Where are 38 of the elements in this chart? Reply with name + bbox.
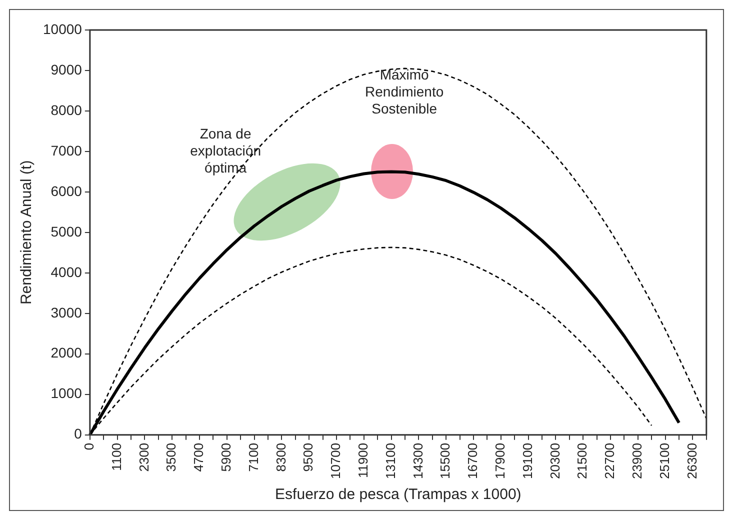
y-axis-title: Rendimiento Anual (t) (18, 160, 36, 305)
x-tick-label: 2300 (136, 442, 152, 472)
x-axis-title: Esfuerzo de pesca (Trampas x 1000) (275, 486, 522, 504)
x-tick-label: 10700 (328, 442, 344, 480)
y-tick-label: 9000 (50, 61, 82, 78)
x-tick-label: 4700 (191, 442, 206, 472)
y-tick-label: 8000 (50, 102, 82, 118)
y-tick-label: 4000 (50, 264, 82, 280)
x-tick-label: 0 (82, 442, 97, 450)
x-tick-label: 16700 (465, 442, 480, 480)
x-tick-label: 26300 (684, 442, 700, 480)
x-tick-label: 3500 (164, 442, 179, 472)
x-tick-label: 11900 (355, 442, 370, 478)
annotation: Zona de explotación óptima (190, 125, 261, 176)
y-tick-label: 0 (74, 426, 82, 442)
x-tick-label: 8300 (273, 442, 288, 472)
x-tick-label: 23900 (629, 442, 644, 480)
x-tick-label: 1100 (108, 442, 124, 471)
x-tick-label: 17900 (492, 442, 508, 480)
x-tick-label: 15500 (438, 442, 453, 480)
y-tick-label: 10000 (42, 20, 82, 37)
y-tick-label: 6000 (50, 182, 82, 199)
x-tick-label: 20300 (547, 442, 562, 480)
x-tick-label: 9500 (300, 442, 316, 472)
x-tick-label: 21500 (574, 442, 590, 480)
x-tick-label: 25100 (656, 442, 672, 480)
annotation: Máximo Rendimiento Sostenible (365, 66, 444, 117)
y-tick-label: 3000 (50, 304, 82, 320)
x-tick-label: 22700 (602, 442, 618, 480)
y-tick-label: 1000 (50, 385, 82, 402)
x-tick-label: 5900 (218, 442, 234, 472)
x-tick-label: 13100 (382, 442, 398, 480)
y-tick-label: 5000 (50, 223, 82, 240)
x-tick-label: 7100 (246, 442, 261, 472)
x-tick-label: 19100 (520, 442, 535, 480)
y-tick-label: 7000 (50, 142, 82, 158)
y-tick-label: 2000 (50, 344, 82, 361)
x-tick-label: 14300 (410, 442, 426, 480)
